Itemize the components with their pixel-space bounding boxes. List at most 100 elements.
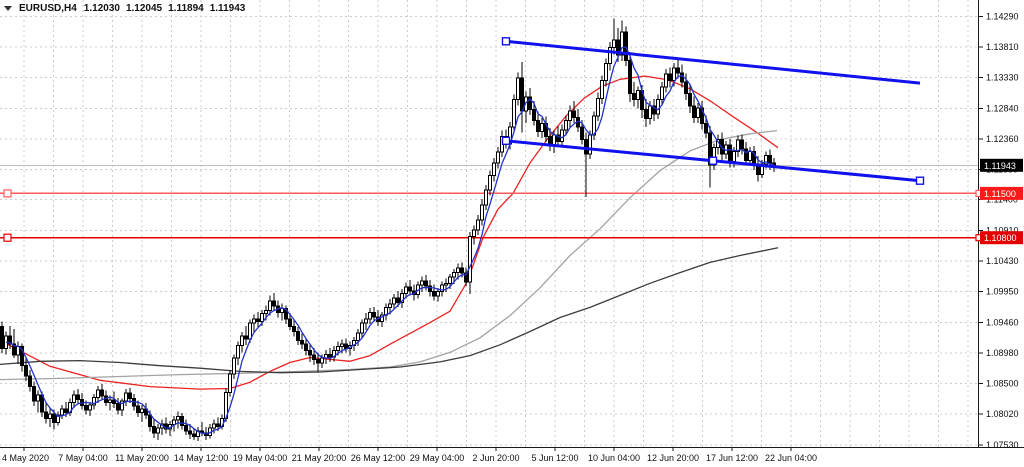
candle-body [88, 404, 92, 411]
candle-body [24, 365, 28, 377]
candle-body [296, 331, 300, 341]
candle-body [452, 272, 456, 278]
candle-body [728, 144, 732, 163]
candle-body [596, 97, 600, 117]
candle-body [240, 335, 244, 346]
candle-body [460, 267, 464, 274]
candle-body [696, 107, 700, 118]
candle-body [316, 358, 320, 364]
candle-body [528, 96, 532, 111]
candle-body [608, 47, 612, 64]
candle-body [480, 204, 484, 221]
ohlc-readout: 1.12030 1.12045 1.11894 1.11943 [84, 3, 246, 14]
candle-body [732, 151, 736, 163]
candle-body [152, 426, 156, 434]
candle-body [304, 343, 308, 352]
time-axis-label: 4 May 2020 [2, 453, 49, 463]
candle-body [600, 80, 604, 99]
candle-body [652, 105, 656, 115]
candle-body [564, 120, 568, 131]
candle-body [396, 297, 400, 303]
candle-body [156, 427, 160, 434]
time-axis-label: 7 May 04:00 [58, 453, 108, 463]
candle-body [272, 300, 276, 307]
candle-body [192, 433, 196, 438]
lower-channel-handle[interactable] [915, 176, 925, 185]
candle-body [688, 92, 692, 107]
price-axis-label: 1.10910 [986, 226, 1019, 236]
candle-body [96, 389, 100, 398]
candle-body [108, 399, 112, 403]
candle-body [308, 350, 312, 356]
candle-body [92, 396, 96, 406]
candle-body [28, 375, 32, 388]
candle-body [244, 335, 248, 340]
candle-body [680, 72, 684, 83]
time-axis-label: 2 Jun 20:00 [472, 453, 519, 463]
level-price-marker-box [980, 186, 1023, 200]
symbol-period-label: EURUSD,H4 [19, 3, 77, 14]
candle-body [636, 90, 640, 101]
time-axis-label: 26 May 12:00 [351, 453, 406, 463]
hline-left-handle[interactable] [3, 233, 12, 242]
lower-channel-handle[interactable] [501, 136, 511, 146]
candle-body [440, 284, 444, 293]
candle-body [280, 308, 284, 314]
hline-left-handle[interactable] [3, 189, 12, 198]
candle-body [764, 154, 768, 165]
level-price-marker-text: 1.10800 [984, 233, 1017, 243]
upper-channel-handle[interactable] [501, 37, 511, 46]
price-axis-label: 1.13330 [986, 72, 1019, 82]
candle-body [148, 414, 152, 428]
ohlc-open: 1.12030 [83, 3, 120, 14]
time-axis-label: 29 May 04:00 [410, 453, 465, 463]
candle-body [744, 148, 748, 161]
candle-body [176, 415, 180, 421]
candle-body [700, 107, 704, 125]
time-axis-label: 19 May 04:00 [233, 453, 288, 463]
level-price-marker-text: 1.11500 [984, 189, 1016, 199]
lower-channel-handle[interactable] [708, 156, 718, 165]
candle-body [620, 31, 624, 56]
candle-body [404, 286, 408, 295]
candle-body [664, 73, 668, 88]
candle-body [520, 77, 524, 112]
candle-body [8, 335, 12, 345]
current-price-marker-box [980, 158, 1023, 172]
time-axis-label: 12 Jun 20:00 [647, 453, 699, 463]
candle-body [256, 318, 260, 322]
candle-body [372, 312, 376, 318]
upper-channel-trendline[interactable] [505, 39, 921, 85]
candle-body [616, 39, 620, 56]
candle-body [532, 109, 536, 121]
price-axis-label: 1.09460 [986, 318, 1019, 328]
candle-body [252, 318, 256, 324]
candle-body [268, 300, 272, 312]
candle-body [104, 395, 108, 403]
candle-body [560, 129, 564, 142]
candle-body [592, 115, 596, 136]
current-price-marker-text: 1.11943 [984, 161, 1016, 171]
candle-body [116, 403, 120, 411]
candle-body [292, 325, 296, 332]
candle-body [612, 39, 616, 49]
symbol-dropdown-triangle-icon[interactable] [4, 6, 12, 11]
candle-body [288, 318, 292, 327]
price-axis-label: 1.14290 [986, 12, 1019, 22]
price-axis-label: 1.12360 [986, 134, 1019, 144]
candle-body [232, 357, 236, 375]
price-axis-label: 1.10430 [986, 256, 1019, 266]
candle-body [128, 392, 132, 400]
candle-body [660, 86, 664, 101]
candle-body [260, 313, 264, 322]
candle-body [580, 126, 584, 141]
ma-slow-dark-line [0, 247, 779, 374]
candle-body [536, 120, 540, 132]
candle-body [400, 293, 404, 303]
candle-body [436, 291, 440, 297]
price-axis-label: 1.08020 [986, 409, 1019, 419]
candle-body [336, 346, 340, 352]
